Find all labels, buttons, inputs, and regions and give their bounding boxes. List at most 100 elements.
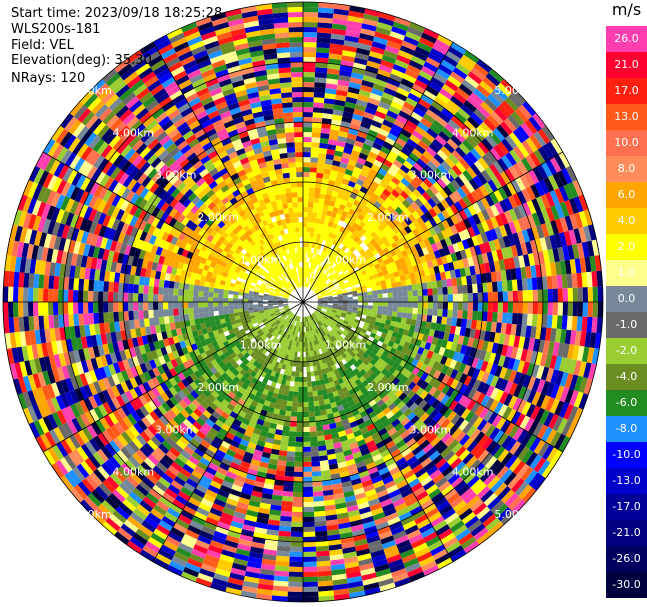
ppi-bin (402, 73, 417, 84)
ppi-bin (358, 126, 370, 134)
ppi-bin (497, 404, 508, 417)
ppi-bin (327, 248, 333, 255)
ppi-bin (336, 268, 342, 274)
ppi-bin (386, 283, 392, 289)
ppi-bin (357, 275, 364, 281)
ppi-bin (321, 291, 327, 295)
ppi-bin (437, 382, 446, 392)
ppi-bin (333, 264, 339, 271)
ppi-bin (472, 292, 478, 302)
ppi-bin (436, 92, 450, 104)
ppi-bin (515, 267, 522, 280)
ppi-bin (356, 157, 367, 165)
ppi-bin (303, 386, 308, 393)
ppi-bin (303, 82, 315, 88)
ppi-bin (303, 207, 308, 213)
ppi-bin (299, 371, 303, 378)
ppi-bin (312, 485, 323, 492)
ppi-bin (475, 320, 483, 331)
ppi-bin (530, 405, 541, 421)
ppi-bin (406, 183, 417, 193)
ppi-bin (389, 201, 399, 211)
ppi-bin (513, 335, 521, 348)
ppi-bin (387, 267, 394, 275)
ppi-bin (308, 187, 316, 193)
ppi-bin (317, 277, 322, 283)
ppi-bin (326, 308, 332, 312)
ppi-bin (381, 314, 387, 320)
ppi-bin (358, 221, 366, 229)
ppi-bin (319, 255, 324, 261)
ppi-bin (416, 314, 423, 321)
ppi-bin (280, 510, 293, 517)
ppi-bin (330, 276, 336, 282)
ppi-bin (430, 436, 441, 447)
ppi-bin (324, 322, 330, 327)
ppi-bin (459, 267, 466, 277)
ppi-bin (350, 272, 357, 278)
ppi-bin (313, 274, 317, 280)
ppi-bin (333, 104, 345, 112)
ppi-bin (458, 58, 474, 72)
ppi-bin (328, 139, 338, 146)
ppi-bin (359, 368, 367, 376)
ppi-bin (403, 233, 412, 242)
ppi-bin (316, 32, 332, 39)
ppi-bin (463, 50, 480, 64)
ppi-bin (362, 205, 371, 214)
ppi-bin (355, 260, 362, 267)
ppi-bin (389, 73, 403, 83)
ppi-bin (393, 397, 402, 407)
ppi-bin (467, 310, 473, 320)
ppi-bin (522, 202, 532, 216)
ppi-bin (317, 435, 325, 442)
ppi-bin (362, 75, 376, 84)
ppi-bin (459, 434, 471, 446)
ppi-bin (306, 376, 312, 382)
ppi-bin (303, 202, 309, 208)
ppi-bin (324, 264, 330, 270)
ppi-bin (480, 320, 487, 331)
ppi-bin (366, 155, 376, 164)
ppi-bin (493, 353, 502, 366)
ppi-bin (397, 49, 413, 60)
ppi-bin (411, 130, 424, 141)
ppi-bin (400, 105, 413, 116)
ppi-bin (329, 227, 336, 234)
ppi-bin (461, 354, 470, 365)
ppi-bin (358, 202, 366, 210)
ppi-bin (320, 318, 326, 324)
ppi-bin (387, 167, 398, 177)
ppi-bin (400, 375, 409, 384)
ppi-bin (344, 35, 360, 43)
ppi-bin (450, 369, 459, 380)
ppi-bin (550, 220, 559, 235)
ppi-bin (556, 274, 563, 289)
ppi-bin (521, 157, 533, 172)
ppi-bin (453, 232, 462, 243)
ppi-bin (292, 396, 299, 402)
ppi-bin (306, 272, 310, 278)
ppi-bin (410, 415, 420, 425)
ppi-bin (422, 113, 436, 125)
ppi-bin (342, 302, 349, 305)
ppi-bin (334, 332, 341, 338)
ppi-bin (554, 328, 562, 343)
ppi-bin (464, 181, 475, 194)
ppi-bin (453, 131, 466, 143)
ppi-bin (128, 302, 134, 312)
ppi-bin (422, 308, 428, 316)
ppi-bin (483, 118, 497, 132)
ppi-bin (552, 302, 558, 316)
ppi-bin (476, 84, 491, 98)
ppi-bin (415, 102, 429, 114)
ppi-bin (299, 361, 303, 367)
ppi-bin (549, 431, 562, 447)
ppi-bin (381, 54, 397, 64)
ppi-bin (490, 479, 504, 493)
ppi-bin (447, 261, 455, 271)
ppi-bin (303, 446, 311, 452)
ppi-bin (537, 289, 543, 302)
ppi-bin (493, 332, 501, 344)
ppi-bin (467, 204, 477, 216)
